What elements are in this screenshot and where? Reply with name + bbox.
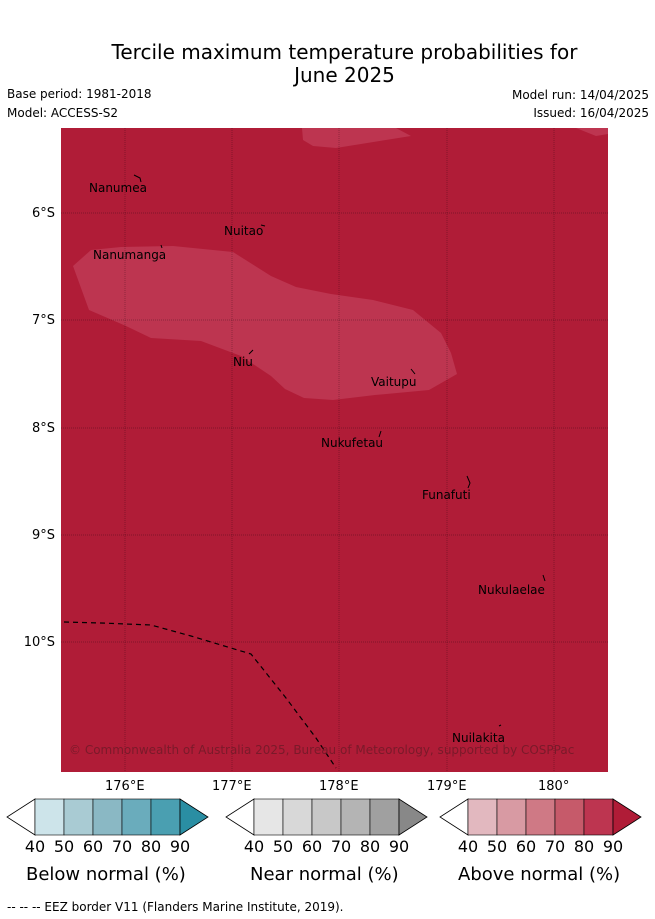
title-line-2: June 2025 [294, 63, 395, 87]
colorbar-below-normal [6, 798, 211, 840]
place-label: Nukufetau [321, 436, 384, 450]
tick-label: 50 [272, 837, 294, 856]
lon-label: 177°E [212, 779, 252, 794]
place-label: Nanumanga [93, 248, 167, 262]
eez-border [63, 621, 337, 769]
colorbar-segment [369, 798, 400, 836]
tick-label: 90 [169, 837, 191, 856]
lon-label: 180° [538, 779, 570, 794]
tick-label: 90 [602, 837, 624, 856]
colorbar-segment [525, 798, 556, 836]
tick-label: 60 [82, 837, 104, 856]
colorbar-segment [311, 798, 342, 836]
colorbar-above-label: Above normal (%) [458, 864, 621, 885]
lon-label: 179°E [427, 779, 467, 794]
issued-date: Issued: 16/04/2025 [533, 106, 649, 120]
above-normal-90-region [61, 128, 608, 772]
tick-label: 40 [457, 837, 479, 856]
map-canvas [61, 128, 608, 772]
colorbar-segment [253, 798, 284, 836]
colorbar-segment [496, 798, 527, 836]
tick-label: 90 [388, 837, 410, 856]
tick-label: 50 [53, 837, 75, 856]
lon-label: 176°E [105, 779, 145, 794]
tick-label: 80 [573, 837, 595, 856]
colorbar-near-label: Near normal (%) [250, 864, 399, 885]
colorbar-extend-low [439, 798, 469, 836]
tick-label: 40 [24, 837, 46, 856]
lat-label: 6°S [31, 206, 55, 221]
eez-footnote: -- -- -- EEZ border V11 (Flanders Marine… [7, 900, 344, 914]
colorbar-above-svg [439, 798, 642, 836]
tick-label: 70 [330, 837, 352, 856]
colorbar-extend-high [179, 798, 209, 836]
colorbar-segment [282, 798, 313, 836]
tick-label: 70 [544, 837, 566, 856]
colorbar-extend-low [6, 798, 36, 836]
colorbar-segment [63, 798, 94, 836]
title-line-1: Tercile maximum temperature probabilitie… [111, 40, 578, 64]
place-label: Vaitupu [371, 375, 417, 389]
colorbar-above-normal [439, 798, 644, 840]
above-normal-80-region-ne [576, 128, 608, 136]
lat-label: 7°S [31, 313, 55, 328]
place-label: Niu [233, 355, 253, 369]
base-period: Base period: 1981-2018 [7, 87, 152, 101]
colorbar-segment [554, 798, 585, 836]
tick-label: 70 [111, 837, 133, 856]
lat-label: 8°S [31, 421, 55, 436]
colorbar-extend-high [612, 798, 642, 836]
colorbar-near-normal [225, 798, 430, 840]
colorbar-extend-high [398, 798, 428, 836]
colorbar-near-svg [225, 798, 428, 836]
colorbar-segment [467, 798, 498, 836]
lat-label: 9°S [31, 528, 55, 543]
above-normal-80-region-north [302, 128, 411, 148]
place-label: Nuitao [224, 224, 264, 238]
place-label: Nukulaelae [478, 583, 545, 597]
colorbar-segment [92, 798, 123, 836]
tick-label: 50 [486, 837, 508, 856]
tick-label: 40 [243, 837, 265, 856]
colorbar-segment [150, 798, 181, 836]
colorbar-extend-low [225, 798, 255, 836]
tick-label: 60 [515, 837, 537, 856]
lat-label: 10°S [23, 635, 55, 650]
tick-label: 80 [359, 837, 381, 856]
colorbar-segment [121, 798, 152, 836]
tick-label: 80 [140, 837, 162, 856]
model-run: Model run: 14/04/2025 [511, 88, 649, 102]
colorbar-below-svg [6, 798, 209, 836]
map-area[interactable] [61, 128, 608, 772]
tick-label: 60 [301, 837, 323, 856]
islands [133, 174, 546, 727]
above-normal-80-region [73, 246, 457, 400]
colorbar-segment [583, 798, 614, 836]
colorbar-below-label: Below normal (%) [26, 864, 186, 885]
place-label: Nuilakita [452, 731, 505, 745]
colorbar-segment [34, 798, 65, 836]
place-label: Funafuti [422, 488, 471, 502]
model-name: Model: ACCESS-S2 [7, 106, 119, 120]
colorbar-segment [340, 798, 371, 836]
lon-label: 178°E [319, 779, 359, 794]
graticule [61, 128, 608, 772]
map-title: Tercile maximum temperature probabilitie… [0, 41, 655, 87]
copyright-notice: © Commonwealth of Australia 2025, Bureau… [69, 743, 575, 757]
place-label: Nanumea [89, 181, 147, 195]
